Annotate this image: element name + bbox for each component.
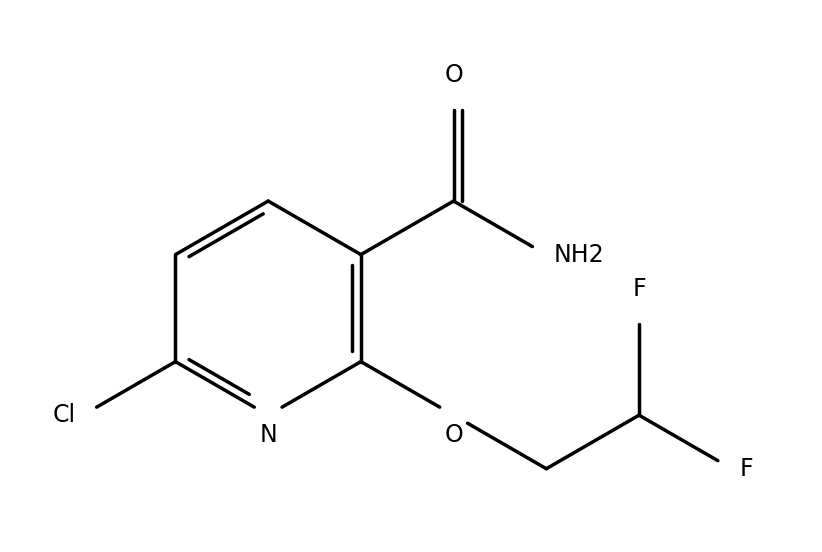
- Text: NH2: NH2: [554, 242, 604, 267]
- Text: F: F: [739, 457, 753, 481]
- Text: N: N: [259, 423, 277, 447]
- Text: F: F: [632, 277, 646, 301]
- Text: Cl: Cl: [52, 403, 76, 427]
- Text: O: O: [444, 423, 463, 447]
- Text: O: O: [444, 62, 463, 87]
